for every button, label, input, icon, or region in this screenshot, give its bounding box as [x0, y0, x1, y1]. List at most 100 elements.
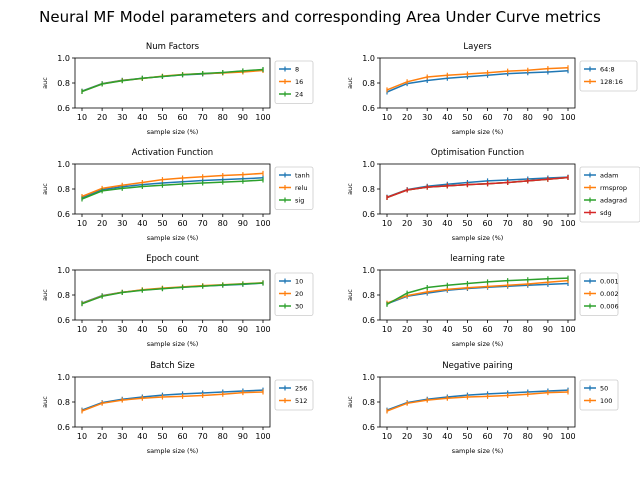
chart-num-factors-xtick-label: 90 — [238, 113, 248, 122]
chart-num-factors-xtick-label: 10 — [77, 113, 87, 122]
chart-num-factors-xtick-label: 50 — [157, 113, 167, 122]
chart-batch-size-plot-frame — [74, 376, 271, 428]
chart-optimisation-function-xtick-label: 70 — [503, 219, 513, 228]
chart-activation-function-title: Activation Function — [132, 148, 213, 158]
chart-layers-ytick-label: 0.6 — [362, 104, 375, 113]
chart-learning-rate-xtick-label: 70 — [503, 325, 513, 334]
chart-epoch-count-xtick-label: 60 — [177, 325, 187, 334]
chart-layers-xtick-label: 20 — [402, 113, 412, 122]
chart-layers-series-128-16-line — [386, 67, 569, 91]
chart-num-factors-ytick-label: 0.6 — [57, 104, 70, 113]
chart-learning-rate-xtick-label: 10 — [382, 325, 392, 334]
chart-layers-ytick-label: 1.0 — [362, 54, 375, 63]
chart-learning-rate-xtick-label: 30 — [422, 325, 432, 334]
chart-optimisation-function-legend: adam rmsprop adagrad sdg — [579, 166, 640, 223]
chart-batch-size-ylabel: auc — [41, 396, 49, 408]
chart-optimisation-function-xtick-label: 20 — [402, 219, 412, 228]
chart-learning-rate-xtick-label: 80 — [523, 325, 533, 334]
chart-epoch-count-xtick-label: 70 — [198, 325, 208, 334]
chart-layers-xtick-label: 70 — [503, 113, 513, 122]
chart-negative-pairing-xlabel: sample size (%) — [452, 447, 504, 455]
chart-optimisation-function-ytick-label: 1.0 — [362, 160, 375, 169]
chart-negative-pairing-legend: 50 100 — [579, 379, 619, 411]
chart-negative-pairing-xtick-label: 100 — [560, 432, 575, 441]
chart-optimisation-function-xtick-label: 60 — [482, 219, 492, 228]
chart-activation-function-ytick-label: 0.6 — [57, 210, 70, 219]
chart-optimisation-function-ylabel: auc — [346, 183, 354, 195]
chart-batch-size-title: Batch Size — [150, 361, 195, 371]
chart-optimisation-function-xtick-label: 100 — [560, 219, 575, 228]
chart-learning-rate-xtick-label: 50 — [462, 325, 472, 334]
chart-batch-size-ytick-label: 0.8 — [57, 398, 70, 407]
chart-layers-plot-frame — [379, 57, 576, 109]
chart-negative-pairing-legend-entry-50-label: 50 — [600, 385, 608, 393]
chart-learning-rate-panel: learning rate 0.6 0.8 1.0 10 20 30 40 50 60 70 80 90… — [346, 254, 619, 348]
chart-epoch-count-xtick-label: 50 — [157, 325, 167, 334]
chart-epoch-count-xtick-label: 20 — [97, 325, 107, 334]
chart-learning-rate-legend-entry-0-002-label: 0.002 — [600, 290, 619, 298]
chart-num-factors-panel: Num Factors 0.6 0.8 1.0 10 20 30 40 50 60 70 80 90 10… — [41, 42, 314, 136]
chart-batch-size-legend-entry-512-label: 512 — [295, 397, 307, 405]
chart-negative-pairing-xtick-label: 70 — [503, 432, 513, 441]
chart-optimisation-function-xtick-label: 30 — [422, 219, 432, 228]
chart-learning-rate-legend-entry-0-006-label: 0.006 — [600, 303, 619, 311]
chart-batch-size-legend: 256 512 — [274, 379, 314, 411]
chart-num-factors-legend: 8 16 24 — [274, 60, 314, 104]
chart-optimisation-function-legend-entry-rmsprop-label: rmsprop — [600, 184, 627, 192]
chart-negative-pairing-xtick-label: 60 — [482, 432, 492, 441]
figure-suptitle: Neural MF Model parameters and correspon… — [39, 8, 601, 26]
chart-activation-function-legend-entry-relu-label: relu — [295, 184, 307, 192]
chart-num-factors-xtick-label: 40 — [137, 113, 147, 122]
chart-layers-xtick-label: 10 — [382, 113, 392, 122]
chart-layers-ytick-label: 0.8 — [362, 79, 375, 88]
chart-activation-function-xtick-label: 100 — [255, 219, 270, 228]
chart-learning-rate-xlabel: sample size (%) — [452, 340, 504, 348]
chart-negative-pairing-title: Negative pairing — [442, 361, 512, 371]
chart-activation-function-ylabel: auc — [41, 183, 49, 195]
chart-epoch-count-ytick-label: 0.8 — [57, 291, 70, 300]
chart-epoch-count-ytick-label: 0.6 — [57, 316, 70, 325]
chart-activation-function-plot-frame — [74, 163, 271, 215]
chart-optimisation-function-xtick-label: 50 — [462, 219, 472, 228]
chart-optimisation-function-plot-frame — [379, 163, 576, 215]
chart-epoch-count-legend-entry-20-label: 20 — [295, 290, 303, 298]
chart-epoch-count-series-20-line — [81, 282, 264, 305]
chart-batch-size-xtick-label: 10 — [77, 432, 87, 441]
chart-optimisation-function-title: Optimisation Function — [431, 148, 524, 158]
chart-learning-rate-series-0-002-line — [386, 279, 569, 304]
chart-layers-ylabel: auc — [346, 77, 354, 89]
chart-negative-pairing-ytick-label: 1.0 — [362, 373, 375, 382]
chart-learning-rate-xtick-label: 90 — [543, 325, 553, 334]
chart-optimisation-function-legend-box — [579, 166, 640, 223]
chart-learning-rate-ytick-label: 1.0 — [362, 266, 375, 275]
chart-activation-function-xtick-label: 50 — [157, 219, 167, 228]
chart-activation-function-legend: tanh relu sig — [274, 166, 314, 210]
chart-num-factors-plot-frame — [74, 57, 271, 109]
chart-batch-size-xtick-label: 20 — [97, 432, 107, 441]
chart-negative-pairing-plot-frame — [379, 376, 576, 428]
chart-negative-pairing-xtick-label: 90 — [543, 432, 553, 441]
subplot-grid: Num Factors 0.6 0.8 1.0 10 20 30 40 50 60 70 80 90 10… — [41, 42, 640, 455]
chart-layers-series-64-8-line — [386, 70, 569, 93]
chart-optimisation-function-xtick-label: 10 — [382, 219, 392, 228]
chart-epoch-count-xtick-label: 100 — [255, 325, 270, 334]
chart-batch-size-xtick-label: 60 — [177, 432, 187, 441]
chart-negative-pairing-ylabel: auc — [346, 396, 354, 408]
chart-batch-size-xtick-label: 80 — [218, 432, 228, 441]
chart-num-factors-series-24-line — [81, 68, 264, 93]
chart-batch-size-xtick-label: 100 — [255, 432, 270, 441]
chart-batch-size-xtick-label: 30 — [117, 432, 127, 441]
chart-learning-rate-title: learning rate — [450, 254, 505, 264]
chart-epoch-count-xtick-label: 10 — [77, 325, 87, 334]
chart-num-factors-xtick-label: 30 — [117, 113, 127, 122]
chart-learning-rate-xtick-label: 40 — [442, 325, 452, 334]
chart-optimisation-function-xtick-label: 90 — [543, 219, 553, 228]
chart-layers-xtick-label: 30 — [422, 113, 432, 122]
chart-epoch-count-plot-frame — [74, 269, 271, 321]
chart-optimisation-function-ytick-label: 0.6 — [362, 210, 375, 219]
chart-negative-pairing-ytick-label: 0.6 — [362, 423, 375, 432]
chart-learning-rate-ytick-label: 0.6 — [362, 316, 375, 325]
chart-learning-rate-ylabel: auc — [346, 289, 354, 301]
chart-epoch-count-xtick-label: 30 — [117, 325, 127, 334]
chart-activation-function-xtick-label: 80 — [218, 219, 228, 228]
